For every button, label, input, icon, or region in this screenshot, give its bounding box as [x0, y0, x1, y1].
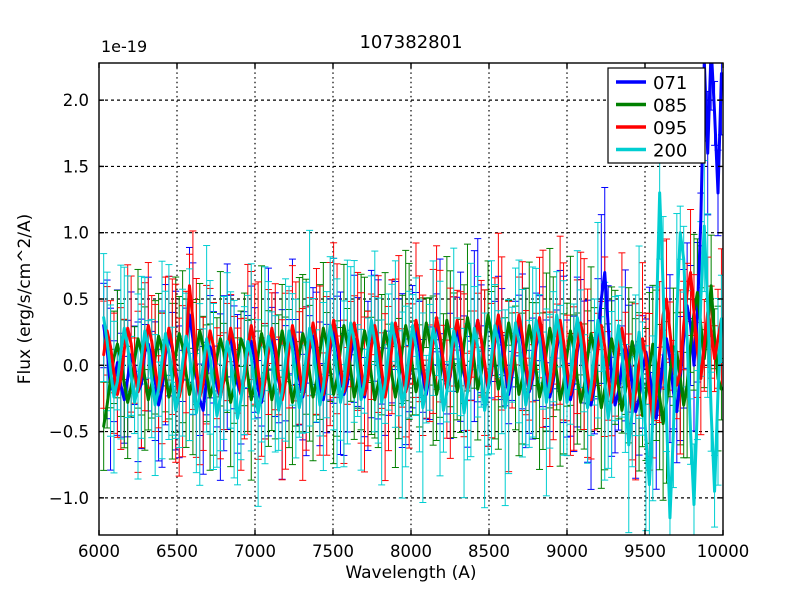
- x-tick-label: 9000: [546, 542, 588, 561]
- y-axis-label: Flux (erg/s/cm^2/A): [15, 214, 35, 385]
- x-tick-label: 6500: [156, 542, 198, 561]
- legend-box: [607, 67, 706, 164]
- y-tick-label: 0.5: [63, 290, 89, 309]
- y-tick-label: −1.0: [49, 489, 89, 508]
- x-axis-label: Wavelength (A): [345, 563, 476, 583]
- y-axis-offset-label: 1e-19: [101, 37, 147, 56]
- x-tick-label: 8500: [468, 542, 510, 561]
- data-series-layer: [100, 63, 723, 535]
- x-tick-label: 6000: [78, 542, 120, 561]
- series-line-095: [102, 270, 723, 423]
- series-line-200: [102, 191, 723, 520]
- y-tick-label: 1.5: [63, 157, 89, 176]
- series-line-085: [102, 284, 723, 428]
- y-tick-label: 1.0: [63, 224, 89, 243]
- y-tick-label: −0.5: [49, 423, 89, 442]
- x-tick-label: 9500: [624, 542, 666, 561]
- x-tick-label: 8000: [390, 542, 432, 561]
- legend-label-095[interactable]: 095: [653, 118, 687, 139]
- x-tick-label: 7000: [234, 542, 276, 561]
- x-tick-label: 7500: [312, 542, 354, 561]
- y-tick-label: 0.0: [63, 356, 89, 375]
- y-tick-label: 2.0: [63, 91, 89, 110]
- legend-label-200[interactable]: 200: [653, 141, 687, 162]
- legend-label-071[interactable]: 071: [653, 73, 687, 94]
- axis-ticks: 6000 6500 7000 7500 8000 8500 9000 9500 10000 2.0…: [49, 63, 749, 561]
- page-title: 107382801: [359, 32, 462, 53]
- x-tick-label: 10000: [697, 542, 750, 561]
- legend-label-085[interactable]: 085: [653, 96, 687, 117]
